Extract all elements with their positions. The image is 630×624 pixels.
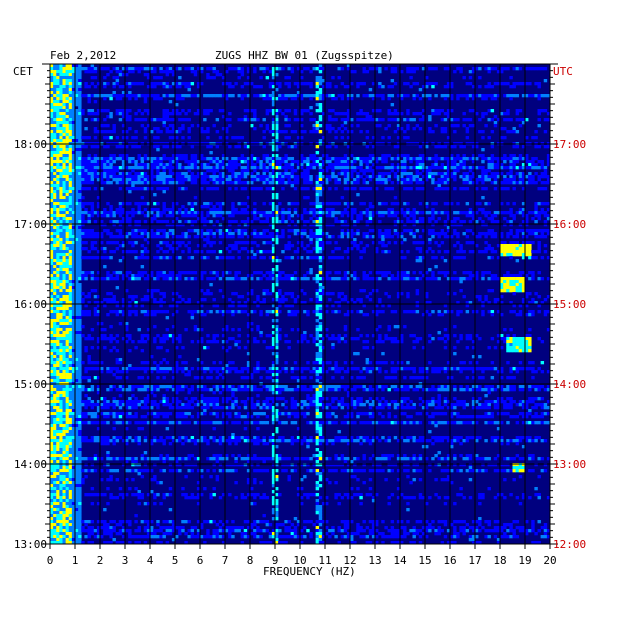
- utc-tick-label: 14:00: [553, 378, 586, 391]
- x-axis-ticks: 0 1 2 3 4 5 6 7 8 9 10 11 12 13 14 15 16 17 18 19 20: [47, 544, 557, 567]
- x-tick-label: 6: [197, 554, 204, 567]
- x-tick-label: 8: [247, 554, 254, 567]
- utc-tick-label: 17:00: [553, 138, 586, 151]
- cet-tick-label: 18:00: [14, 138, 47, 151]
- x-axis-label: FREQUENCY (HZ): [263, 565, 356, 578]
- x-tick-label: 5: [172, 554, 179, 567]
- x-tick-label: 0: [47, 554, 54, 567]
- x-tick-label: 3: [122, 554, 129, 567]
- x-tick-label: 13: [368, 554, 381, 567]
- left-axis-label: CET: [13, 65, 33, 78]
- x-tick-label: 16: [443, 554, 456, 567]
- utc-tick-label: 12:00: [553, 538, 586, 551]
- x-tick-label: 2: [97, 554, 104, 567]
- x-tick-label: 17: [468, 554, 481, 567]
- y-axis-ticks: 18:00 17:00 16:00 15:00 14:00 13:00 17:00 16:00…: [14, 63, 586, 551]
- x-tick-label: 1: [72, 554, 79, 567]
- cet-tick-label: 15:00: [14, 378, 47, 391]
- x-tick-label: 20: [543, 554, 556, 567]
- utc-tick-label: 16:00: [553, 218, 586, 231]
- cet-tick-label: 16:00: [14, 298, 47, 311]
- x-tick-label: 15: [418, 554, 431, 567]
- cet-tick-label: 14:00: [14, 458, 47, 471]
- x-tick-label: 7: [222, 554, 229, 567]
- x-tick-label: 4: [147, 554, 154, 567]
- x-tick-label: 9: [272, 554, 279, 567]
- x-tick-label: 19: [518, 554, 531, 567]
- utc-tick-label: 15:00: [553, 298, 586, 311]
- x-tick-label: 10: [293, 554, 306, 567]
- cet-tick-label: 17:00: [14, 218, 47, 231]
- utc-tick-label: 13:00: [553, 458, 586, 471]
- right-axis-label: UTC: [553, 65, 573, 78]
- x-tick-label: 12: [343, 554, 356, 567]
- x-tick-label: 18: [493, 554, 506, 567]
- grid-lines: [50, 64, 550, 544]
- chart-title: ZUGS HHZ BW 01 (Zugsspitze): [215, 49, 394, 62]
- chart-date: Feb 2,2012: [50, 49, 116, 62]
- x-tick-label: 11: [318, 554, 331, 567]
- cet-tick-label: 13:00: [14, 538, 47, 551]
- x-tick-label: 14: [393, 554, 407, 567]
